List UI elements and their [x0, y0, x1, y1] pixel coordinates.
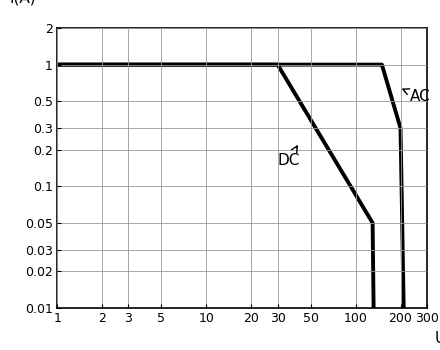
Text: AC: AC [403, 89, 430, 104]
Text: U(V): U(V) [434, 330, 440, 345]
Text: DC: DC [278, 146, 300, 168]
Text: I(A): I(A) [9, 0, 36, 6]
